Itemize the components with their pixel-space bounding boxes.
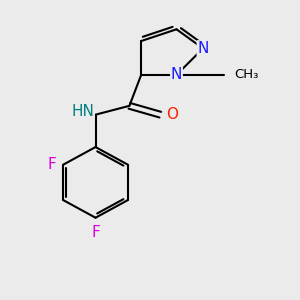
Text: CH₃: CH₃ xyxy=(234,68,258,81)
Text: HN: HN xyxy=(71,104,94,119)
Text: F: F xyxy=(47,157,56,172)
Text: O: O xyxy=(166,107,178,122)
Text: N: N xyxy=(197,41,209,56)
Text: N: N xyxy=(171,68,182,82)
Text: F: F xyxy=(91,225,100,240)
